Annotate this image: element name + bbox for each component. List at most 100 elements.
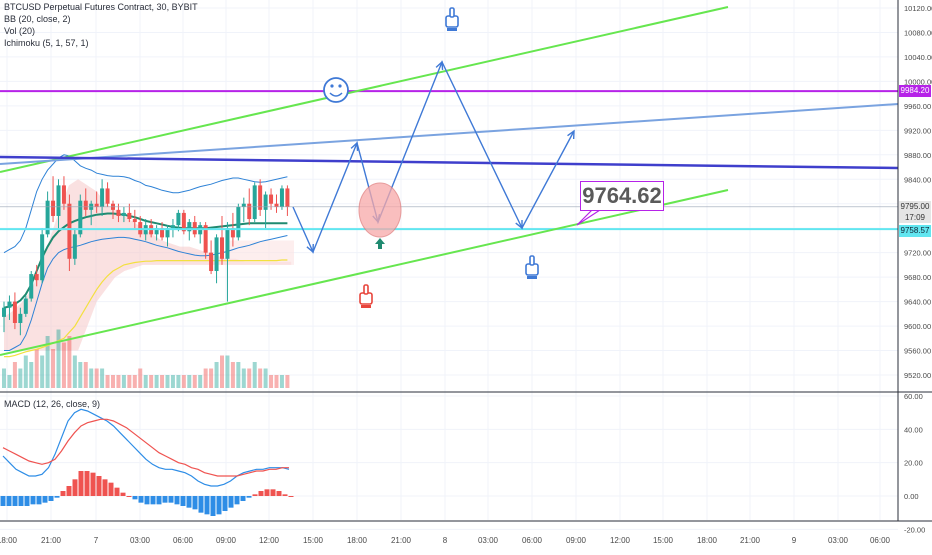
macd-histogram-bar [36, 496, 42, 505]
volume-bar [160, 375, 165, 388]
macd-histogram-bar [156, 496, 162, 505]
price-annotation: 9764.62 [580, 181, 664, 211]
macd-histogram-bar [192, 496, 198, 510]
macd-histogram-bar [138, 496, 144, 503]
bb-lower-line [4, 235, 288, 351]
volume-bar [198, 375, 203, 388]
candle-body [160, 228, 165, 238]
candle-body [34, 274, 39, 281]
macd-histogram-bar [168, 496, 174, 503]
macd-histogram-bar [120, 492, 126, 496]
macd-histogram-bar [60, 491, 66, 496]
pointing-hand-up-icon [449, 7, 455, 18]
candle-body [29, 274, 34, 299]
candle-body [252, 185, 257, 220]
time-tick-label: 06:00 [522, 536, 543, 545]
time-tick-label: 09:00 [216, 536, 237, 545]
volume-bar [149, 375, 154, 388]
macd-tick-label: 60.00 [904, 392, 923, 401]
ichimoku-legend: Ichimoku (5, 1, 57, 1) [4, 38, 89, 48]
cloud-area [226, 240, 294, 265]
volume-bar [170, 375, 175, 388]
volume-bar [165, 375, 170, 388]
volume-bar [258, 368, 263, 388]
time-tick-label: 06:00 [173, 536, 194, 545]
candle-body [214, 237, 219, 272]
volume-bar [111, 375, 115, 388]
macd-tick-label: -20.00 [904, 525, 925, 534]
candle-body [269, 194, 274, 204]
candle-body [72, 234, 77, 259]
volume-bar [121, 375, 126, 388]
macd-line [2, 408, 290, 487]
lower-channel-line [0, 189, 729, 356]
volume-bar [138, 368, 143, 388]
candle-body [61, 185, 66, 204]
macd-tick-label: 20.00 [904, 459, 923, 468]
volume-bar [192, 375, 197, 388]
volume-bar [263, 368, 268, 388]
macd-histogram-bar [210, 496, 216, 516]
navy-trendline [0, 155, 899, 170]
time-tick-label: 03:00 [130, 536, 151, 545]
bb-upper-line [3, 154, 288, 254]
macd-histogram-bar [222, 496, 228, 511]
volume-bar [236, 362, 241, 388]
volume-bar [56, 329, 61, 388]
macd-histogram-bar [288, 496, 294, 497]
volume-bar [83, 362, 88, 388]
pointing-hand-up-icon [361, 305, 371, 308]
macd-histogram-bar [246, 496, 252, 498]
macd-histogram-bar [282, 494, 288, 496]
price-axis: 9520.00 9560.00 9600.00 9640.00 9680.00 9720.… [0, 0, 932, 534]
time-tick-label: 12:00 [259, 536, 280, 545]
price-tick-label: 10000.00 [904, 77, 932, 86]
macd-histogram-bar [66, 486, 72, 496]
macd-histogram-bar [126, 496, 132, 497]
price-tick-label: 10040.00 [904, 53, 932, 62]
upper-channel-line [0, 6, 729, 173]
time-tick-label: 21:00 [740, 536, 761, 545]
annotation-text: 9764.62 [582, 183, 662, 208]
trend-drawings [0, 6, 899, 356]
candle-body [100, 188, 105, 207]
smiley-mouth [329, 92, 343, 97]
macd-histogram-bar [252, 494, 258, 496]
macd-histogram-bar [180, 496, 186, 506]
time-tick-label: 21:00 [391, 536, 412, 545]
candle-body [12, 301, 17, 324]
volume-bar [247, 368, 252, 388]
macd-histogram-bar [270, 489, 276, 496]
volume-bar [61, 342, 66, 388]
volume-bar [214, 362, 219, 388]
candle-body [67, 203, 72, 259]
volume-bar [269, 375, 274, 388]
macd-histogram-bar [48, 496, 54, 501]
macd-histogram-bar [6, 496, 12, 506]
cyan-line-price-tag: 9758.57 [899, 225, 931, 237]
volume-bar [279, 375, 284, 388]
bar-countdown: 17:09 [904, 213, 926, 222]
time-tick-label: 8 [443, 536, 448, 545]
highlight-circle [358, 182, 402, 238]
price-tick-label: 10080.00 [904, 28, 932, 37]
volume-bar [105, 375, 110, 388]
macd-histogram-bar [132, 496, 138, 500]
volume-bar [34, 349, 39, 388]
last-price-tag: 9795.00 17:09 [899, 201, 931, 223]
arrow-head [306, 243, 314, 254]
macd-histogram-bar [54, 496, 60, 498]
volume-bar [78, 362, 83, 388]
volume-bar [176, 375, 181, 388]
candle-body [274, 203, 279, 207]
volume-bar [100, 368, 105, 388]
arrow-head [435, 60, 444, 71]
arrow-head [567, 129, 575, 140]
macd-histogram-bar [162, 496, 168, 503]
volume-bar [230, 362, 235, 388]
volume-bar [18, 368, 23, 388]
volume-bars [2, 329, 290, 388]
arrow-head [515, 219, 523, 230]
candle-body [105, 188, 110, 204]
